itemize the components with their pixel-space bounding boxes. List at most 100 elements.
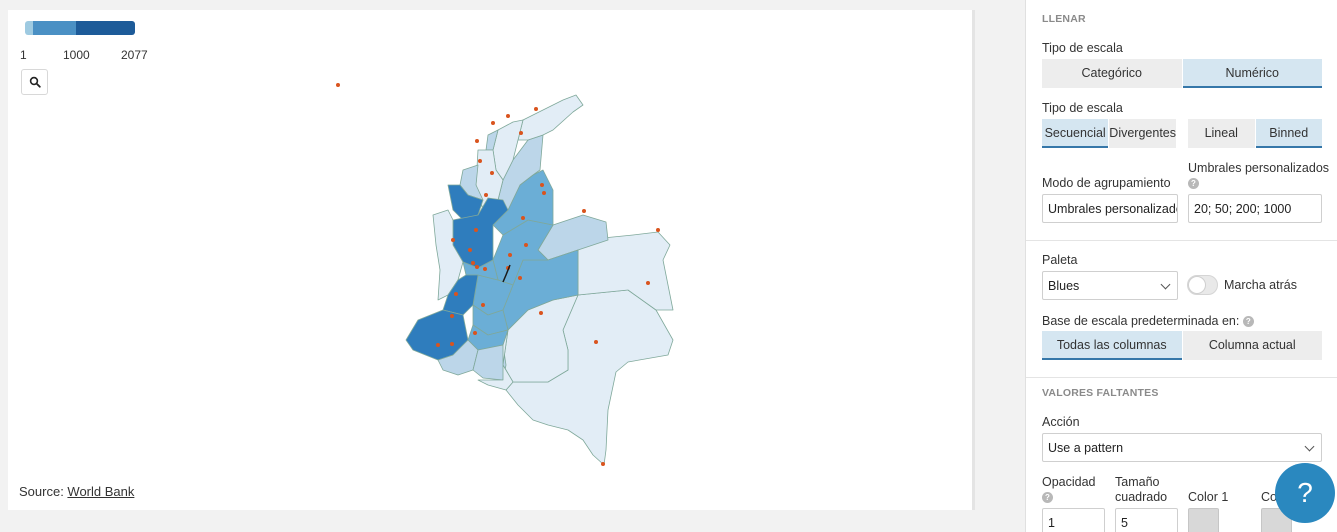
- city-dot[interactable]: [540, 183, 544, 187]
- city-dot[interactable]: [475, 139, 479, 143]
- city-dot[interactable]: [601, 462, 605, 466]
- base-scale-toggle: Todas las columnas Columna actual: [1042, 331, 1322, 360]
- legend-label-min: 1: [20, 48, 27, 62]
- city-dot[interactable]: [484, 193, 488, 197]
- scale-type-label: Tipo de escala: [1042, 41, 1123, 55]
- help-icon[interactable]: ?: [1188, 178, 1199, 190]
- reverse-label: Marcha atrás: [1224, 278, 1297, 292]
- chevron-down-icon: [1160, 279, 1171, 290]
- city-dot[interactable]: [450, 314, 454, 318]
- help-icon[interactable]: ?: [1242, 316, 1254, 328]
- search-icon: [29, 76, 41, 88]
- city-dot[interactable]: [656, 228, 660, 232]
- legend-swatch-1: [25, 21, 33, 35]
- city-dot[interactable]: [474, 228, 478, 232]
- diverging-button[interactable]: Divergentes: [1109, 119, 1176, 148]
- group-mode-select[interactable]: Umbrales personalizados: [1042, 194, 1178, 223]
- reverse-toggle[interactable]: [1187, 275, 1218, 295]
- palette-label: Paleta: [1042, 253, 1078, 267]
- map-legend: 1 1000 2077: [20, 21, 185, 67]
- palette-select[interactable]: Blues: [1042, 271, 1178, 300]
- city-dot[interactable]: [519, 131, 523, 135]
- legend-label-mid: 1000: [63, 48, 90, 62]
- city-dot[interactable]: [521, 216, 525, 220]
- city-dot[interactable]: [582, 209, 586, 213]
- scale-type-categorical-button[interactable]: Categórico: [1042, 59, 1182, 88]
- thresholds-label-text: Umbrales personalizados: [1188, 161, 1330, 175]
- opacity-label: Opacidad ?: [1042, 475, 1096, 505]
- sequential-toggle: Secuencial Divergentes: [1042, 119, 1176, 148]
- opacity-value: 1: [1048, 515, 1055, 530]
- city-dot[interactable]: [539, 311, 543, 315]
- map-region-cordoba[interactable]: [447, 184, 484, 221]
- city-dot[interactable]: [524, 243, 528, 247]
- thresholds-label: Umbrales personalizados ?: [1188, 161, 1329, 191]
- city-dot[interactable]: [451, 238, 455, 242]
- city-dot[interactable]: [336, 83, 340, 87]
- city-dot[interactable]: [450, 342, 454, 346]
- group-mode-value: Umbrales personalizados: [1048, 201, 1178, 216]
- toggle-knob: [1188, 276, 1206, 294]
- current-column-button[interactable]: Columna actual: [1182, 331, 1322, 360]
- city-dot[interactable]: [473, 331, 477, 335]
- source-credit: Source: World Bank: [19, 484, 134, 499]
- city-dot[interactable]: [508, 253, 512, 257]
- square-size-value: 5: [1121, 515, 1128, 530]
- city-dot[interactable]: [483, 267, 487, 271]
- scale-type-numeric-button[interactable]: Numérico: [1182, 59, 1322, 88]
- city-dot[interactable]: [491, 121, 495, 125]
- city-dot[interactable]: [542, 191, 546, 195]
- zoom-button[interactable]: [21, 69, 48, 95]
- map-region-caqueta[interactable]: [477, 329, 514, 391]
- color1-swatch[interactable]: [1188, 508, 1219, 532]
- legend-label-max: 2077: [121, 48, 148, 62]
- source-link[interactable]: World Bank: [67, 484, 135, 499]
- linear-button[interactable]: Lineal: [1188, 119, 1255, 148]
- square-size-label-line1: Tamaño: [1115, 475, 1160, 489]
- source-prefix: Source:: [19, 484, 68, 499]
- all-columns-button[interactable]: Todas las columnas: [1042, 331, 1182, 360]
- action-select[interactable]: Use a pattern: [1042, 433, 1322, 462]
- city-dot[interactable]: [471, 261, 475, 265]
- city-dot[interactable]: [594, 340, 598, 344]
- help-icon[interactable]: ?: [1042, 492, 1053, 504]
- map-panel: 1 1000 2077 Source: World Bank: [8, 10, 975, 510]
- color1-label: Color 1: [1188, 490, 1229, 504]
- city-dot[interactable]: [468, 248, 472, 252]
- help-question-mark: ?: [1297, 477, 1313, 508]
- action-label: Acción: [1042, 415, 1080, 429]
- section-divider: [1026, 240, 1337, 241]
- colombia-map: [336, 83, 674, 466]
- city-dot[interactable]: [481, 303, 485, 307]
- group-mode-label: Modo de agrupamiento: [1042, 176, 1171, 190]
- base-scale-label-text: Base de escala predeterminada en:: [1042, 314, 1240, 328]
- city-dot[interactable]: [506, 114, 510, 118]
- city-dot[interactable]: [478, 159, 482, 163]
- opacity-input[interactable]: 1: [1042, 508, 1105, 532]
- fill-section-title: LLENAR: [1042, 13, 1086, 25]
- city-dot[interactable]: [490, 171, 494, 175]
- map-region-vichada[interactable]: [577, 231, 674, 311]
- palette-value: Blues: [1048, 278, 1080, 293]
- city-dot[interactable]: [518, 276, 522, 280]
- thresholds-input[interactable]: 20; 50; 200; 1000: [1188, 194, 1322, 223]
- city-dot[interactable]: [475, 265, 479, 269]
- binned-button[interactable]: Binned: [1255, 119, 1322, 148]
- sequential-button[interactable]: Secuencial: [1042, 119, 1109, 148]
- linear-binned-toggle: Lineal Binned: [1188, 119, 1322, 148]
- map-region-guajira[interactable]: [517, 94, 584, 141]
- legend-swatch-2: [33, 21, 76, 35]
- city-dot[interactable]: [454, 292, 458, 296]
- city-dot[interactable]: [534, 107, 538, 111]
- river-line: [502, 264, 511, 283]
- legend-color-bar: [25, 21, 135, 35]
- city-dot[interactable]: [436, 343, 440, 347]
- chevron-down-icon: [1304, 441, 1315, 452]
- square-size-label: Tamaño cuadrado: [1115, 475, 1167, 505]
- city-dot[interactable]: [646, 281, 650, 285]
- square-size-input[interactable]: 5: [1115, 508, 1178, 532]
- help-chat-button[interactable]: ?: [1275, 463, 1335, 523]
- section-divider: [1026, 377, 1337, 378]
- map-region-putumayo[interactable]: [472, 344, 507, 381]
- legend-swatch-3: [76, 21, 135, 35]
